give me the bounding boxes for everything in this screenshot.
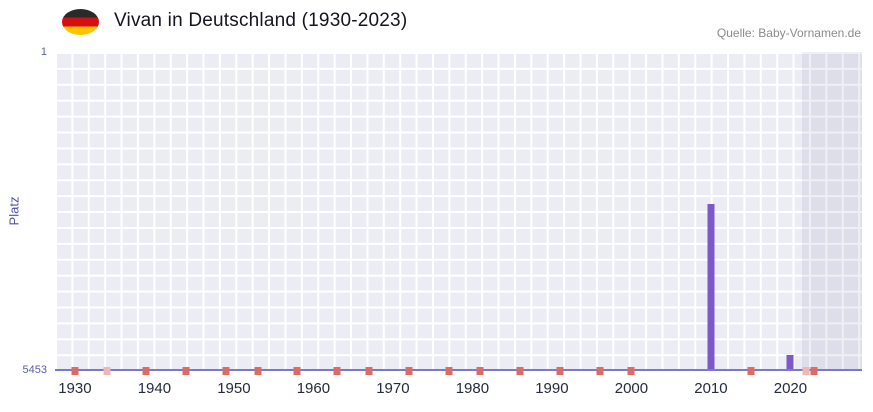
unranked-year-mark-1944[interactable] <box>182 367 190 375</box>
x-axis-tick-label: 2010 <box>694 380 728 397</box>
unranked-year-mark-1953[interactable] <box>254 367 262 375</box>
unranked-year-mark-2023[interactable] <box>810 367 818 375</box>
chart-title: Vivan in Deutschland (1930-2023) <box>114 10 408 31</box>
x-axis-tick-label: 2020 <box>773 380 808 397</box>
y-axis-tick-bottom: 5453 <box>22 364 47 376</box>
unranked-year-mark-2015[interactable] <box>747 367 755 375</box>
x-axis-tick-label: 1930 <box>58 380 92 397</box>
y-axis-tick-top: 1 <box>40 46 47 58</box>
plot-area <box>55 52 862 375</box>
unranked-year-mark-1930[interactable] <box>71 367 79 375</box>
unranked-year-mark-1963[interactable] <box>333 367 341 375</box>
unranked-year-mark-1996[interactable] <box>596 367 604 375</box>
y-axis-title: Platz <box>6 196 22 226</box>
unranked-year-mark-1939[interactable] <box>142 367 150 375</box>
unranked-year-mark-1958[interactable] <box>293 367 301 375</box>
source-attribution: Quelle: Baby-Vornamen.de <box>716 26 861 40</box>
x-axis-labels: 1930 1940 1950 1960 1970 1980 1990 2000 2010 2020 <box>55 380 862 400</box>
x-axis-tick-label: 1970 <box>376 380 410 397</box>
unranked-year-mark-1981[interactable] <box>476 367 484 375</box>
x-axis-line <box>55 369 862 371</box>
x-axis-tick-label: 2000 <box>614 380 649 397</box>
unranked-year-mark-1977[interactable] <box>445 367 453 375</box>
x-axis-tick-label: 1990 <box>535 380 569 397</box>
unranked-year-mark-1934[interactable] <box>103 367 111 375</box>
unranked-year-mark-2000[interactable] <box>627 367 635 375</box>
rank-bar-2020[interactable] <box>786 355 794 370</box>
unranked-year-mark-2022[interactable] <box>802 367 810 375</box>
x-axis-tick-label: 1950 <box>217 380 251 397</box>
unranked-year-mark-1986[interactable] <box>516 367 524 375</box>
unranked-year-mark-1949[interactable] <box>222 367 230 375</box>
unranked-year-mark-1991[interactable] <box>556 367 564 375</box>
x-axis-tick-label: 1960 <box>296 380 331 397</box>
x-axis-tick-label: 1980 <box>455 380 490 397</box>
rank-bar-2010[interactable] <box>707 203 715 370</box>
x-axis-tick-label: 1940 <box>137 380 172 397</box>
recent-years-highlight-band <box>802 52 862 370</box>
germany-flag-icon <box>62 9 99 35</box>
unranked-year-mark-1972[interactable] <box>405 367 413 375</box>
unranked-year-mark-1967[interactable] <box>365 367 373 375</box>
